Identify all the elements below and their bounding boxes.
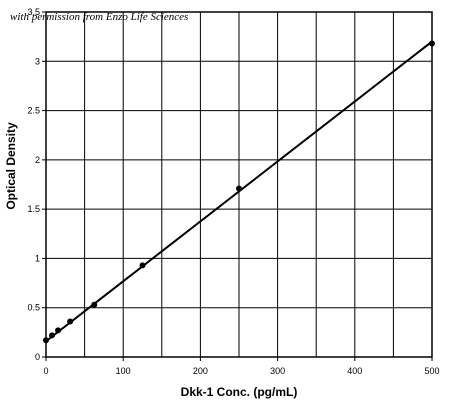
y-tick-label: 1 [35, 253, 40, 263]
y-tick-label: 1.5 [27, 204, 40, 214]
y-axis-ticks: 0 0.5 1 1.5 2 2.5 3 3.5 [27, 7, 46, 362]
y-tick-label: 3 [35, 56, 40, 66]
plot-area-frame [45, 11, 433, 358]
y-axis-title: Optical Density [4, 122, 18, 210]
y-tick-label: 2.5 [27, 106, 40, 116]
x-tick-label: 100 [116, 366, 131, 376]
data-point [91, 301, 98, 308]
data-point [139, 262, 146, 269]
y-tick-label: 3.5 [27, 7, 40, 17]
data-points [43, 40, 435, 344]
data-point [67, 318, 74, 325]
data-point [55, 327, 62, 334]
x-tick-label: 300 [270, 366, 285, 376]
data-point [49, 332, 56, 339]
x-axis-title: Dkk-1 Conc. (pg/mL) [181, 385, 298, 399]
chart-grid [45, 11, 433, 358]
x-tick-label: 400 [347, 366, 362, 376]
x-tick-label: 200 [193, 366, 208, 376]
x-tick-label: 0 [43, 366, 48, 376]
x-axis-ticks: 0 100 200 300 400 500 [43, 357, 440, 376]
y-tick-label: 0.5 [27, 303, 40, 313]
x-tick-label: 500 [424, 366, 439, 376]
y-tick-label: 2 [35, 155, 40, 165]
watermark-text: with permission from Enzo Life Sciences [10, 11, 188, 23]
data-point [236, 185, 242, 192]
y-tick-label: 0 [35, 352, 40, 362]
